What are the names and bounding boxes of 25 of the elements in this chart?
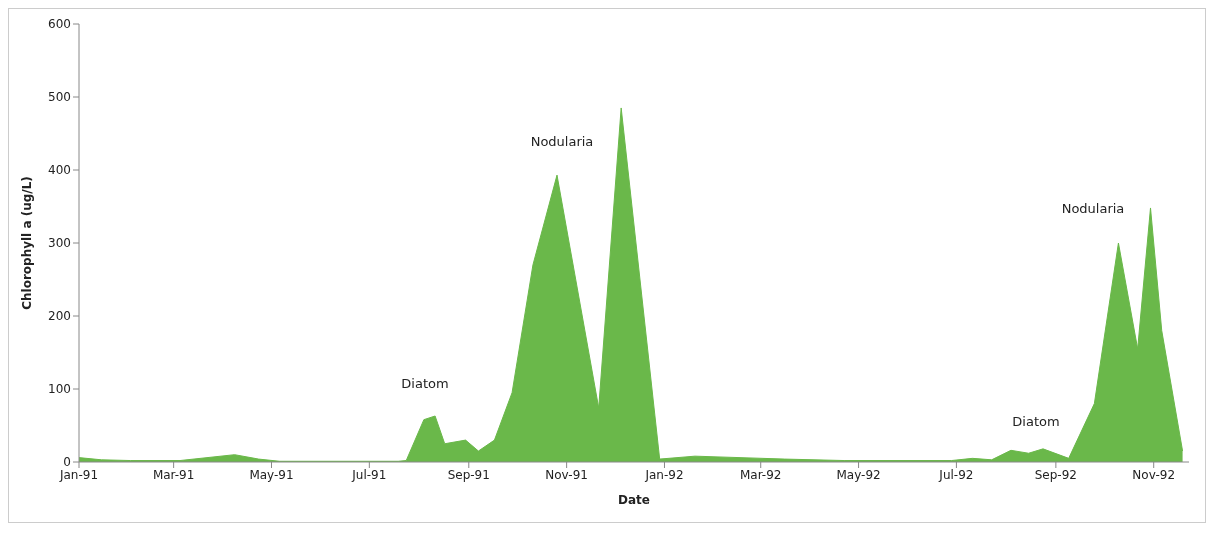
y-tick-label: 0	[63, 455, 71, 470]
x-tick-label: Mar-92	[739, 467, 782, 482]
annotation: Diatom	[401, 376, 449, 391]
y-tick-label: 200	[48, 309, 71, 324]
y-tick-label: 100	[48, 382, 71, 397]
x-tick-label: Nov-91	[545, 467, 588, 482]
x-tick-label: Mar-91	[152, 467, 195, 482]
x-tick-label: May-91	[249, 467, 294, 482]
x-axis-title: Date	[618, 493, 650, 507]
y-tick-label: 400	[48, 163, 71, 178]
y-tick-label: 600	[48, 17, 71, 32]
x-tick-label: Nov-92	[1132, 467, 1176, 482]
x-tick-label: May-92	[836, 467, 881, 482]
x-tick-label: Jan-91	[58, 467, 99, 482]
x-tick-label: Jul-92	[938, 467, 974, 482]
x-tick-label: Sep-91	[447, 467, 490, 482]
y-tick-label: 300	[48, 236, 71, 251]
annotation: Nodularia	[530, 134, 594, 149]
y-axis-title: Chlorophyll a (ug/L)	[20, 176, 35, 310]
x-tick-label: Sep-92	[1034, 467, 1077, 482]
annotation: Diatom	[1012, 414, 1060, 429]
annotation: Nodularia	[1061, 201, 1125, 216]
x-tick-label: Jan-92	[644, 467, 684, 482]
y-tick-label: 500	[48, 90, 71, 105]
x-tick-label: Jul-91	[351, 467, 387, 482]
